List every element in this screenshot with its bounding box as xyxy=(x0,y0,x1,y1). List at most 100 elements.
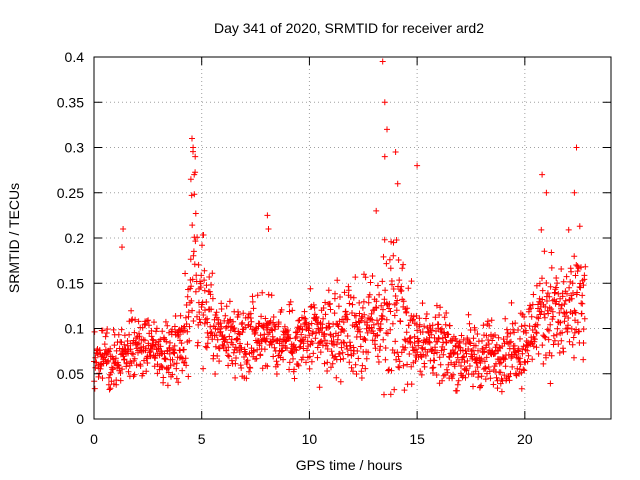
data-point xyxy=(300,340,307,347)
y-tick-label: 0.25 xyxy=(57,185,84,201)
data-point xyxy=(264,212,271,219)
data-point xyxy=(480,322,487,329)
data-point xyxy=(440,351,447,358)
data-point xyxy=(541,311,548,318)
data-point xyxy=(411,333,418,340)
data-point xyxy=(387,308,394,315)
data-point xyxy=(384,126,390,133)
data-point xyxy=(102,333,109,340)
data-point xyxy=(433,302,440,309)
data-point xyxy=(472,342,479,349)
data-point xyxy=(542,334,549,341)
data-point xyxy=(524,342,531,349)
data-point xyxy=(450,350,457,357)
data-point xyxy=(268,292,275,299)
x-tick-label: 0 xyxy=(90,431,98,447)
data-point xyxy=(580,340,587,346)
data-point xyxy=(300,345,307,352)
data-point xyxy=(164,382,171,389)
data-point xyxy=(414,162,421,169)
data-point xyxy=(104,326,111,333)
grid-lines xyxy=(94,57,611,419)
data-point xyxy=(444,369,451,376)
data-point xyxy=(569,341,576,348)
data-point xyxy=(137,363,144,369)
data-point xyxy=(182,355,189,362)
data-point xyxy=(209,295,216,302)
data-point xyxy=(407,334,414,341)
data-point xyxy=(539,171,546,178)
data-point xyxy=(392,338,399,345)
data-point xyxy=(97,365,104,372)
data-point xyxy=(375,359,382,365)
data-point xyxy=(569,280,576,287)
data-point xyxy=(346,300,353,307)
data-point xyxy=(446,353,452,360)
data-point xyxy=(373,298,380,305)
data-point xyxy=(171,361,177,368)
data-point xyxy=(553,331,560,338)
data-point xyxy=(422,352,429,359)
data-point xyxy=(186,337,193,344)
data-point xyxy=(395,353,402,360)
data-point xyxy=(203,299,210,305)
data-point xyxy=(435,335,442,342)
data-point xyxy=(565,226,572,233)
data-point xyxy=(180,346,187,353)
x-tick-label: 20 xyxy=(517,431,533,447)
data-point xyxy=(239,319,246,326)
data-point xyxy=(185,373,192,380)
data-point xyxy=(485,364,492,370)
data-point xyxy=(182,270,189,277)
data-point xyxy=(162,355,169,362)
data-point xyxy=(498,388,505,395)
data-point xyxy=(313,330,320,337)
data-point xyxy=(565,322,571,329)
data-point xyxy=(133,362,140,369)
data-point xyxy=(230,349,237,356)
data-point xyxy=(207,291,214,298)
data-point xyxy=(429,322,436,329)
data-point xyxy=(299,326,306,333)
data-point xyxy=(395,363,402,370)
data-point xyxy=(322,311,329,318)
data-point xyxy=(533,330,540,337)
x-tick-label: 5 xyxy=(198,431,206,447)
data-point xyxy=(548,352,555,359)
data-point xyxy=(541,248,548,255)
data-point xyxy=(470,335,477,342)
data-point xyxy=(475,374,482,381)
data-point xyxy=(386,300,393,307)
data-point xyxy=(341,328,348,334)
data-point xyxy=(99,375,106,382)
data-point xyxy=(541,333,548,340)
data-point xyxy=(396,364,403,371)
y-tick-label: 0.15 xyxy=(57,275,84,291)
data-point xyxy=(341,289,348,296)
data-point xyxy=(286,359,293,366)
data-point xyxy=(241,346,248,353)
data-point xyxy=(488,317,495,324)
data-point xyxy=(533,344,540,351)
data-point xyxy=(218,323,225,330)
data-point xyxy=(131,329,138,336)
data-point xyxy=(543,189,550,196)
data-point xyxy=(539,342,546,349)
data-point xyxy=(400,362,407,369)
data-point xyxy=(226,353,232,360)
data-point xyxy=(547,283,554,290)
data-point xyxy=(423,311,430,317)
data-point xyxy=(380,253,387,260)
data-point xyxy=(314,344,321,351)
data-point xyxy=(278,348,285,355)
data-point xyxy=(547,321,554,328)
y-tick-label: 0.4 xyxy=(65,49,85,65)
data-point xyxy=(344,316,351,323)
data-point xyxy=(337,378,344,385)
data-point xyxy=(330,333,337,340)
data-point xyxy=(247,315,254,321)
y-tick-label: 0.05 xyxy=(57,366,84,382)
data-point xyxy=(123,360,130,367)
data-point xyxy=(480,349,487,356)
data-point xyxy=(171,323,178,330)
